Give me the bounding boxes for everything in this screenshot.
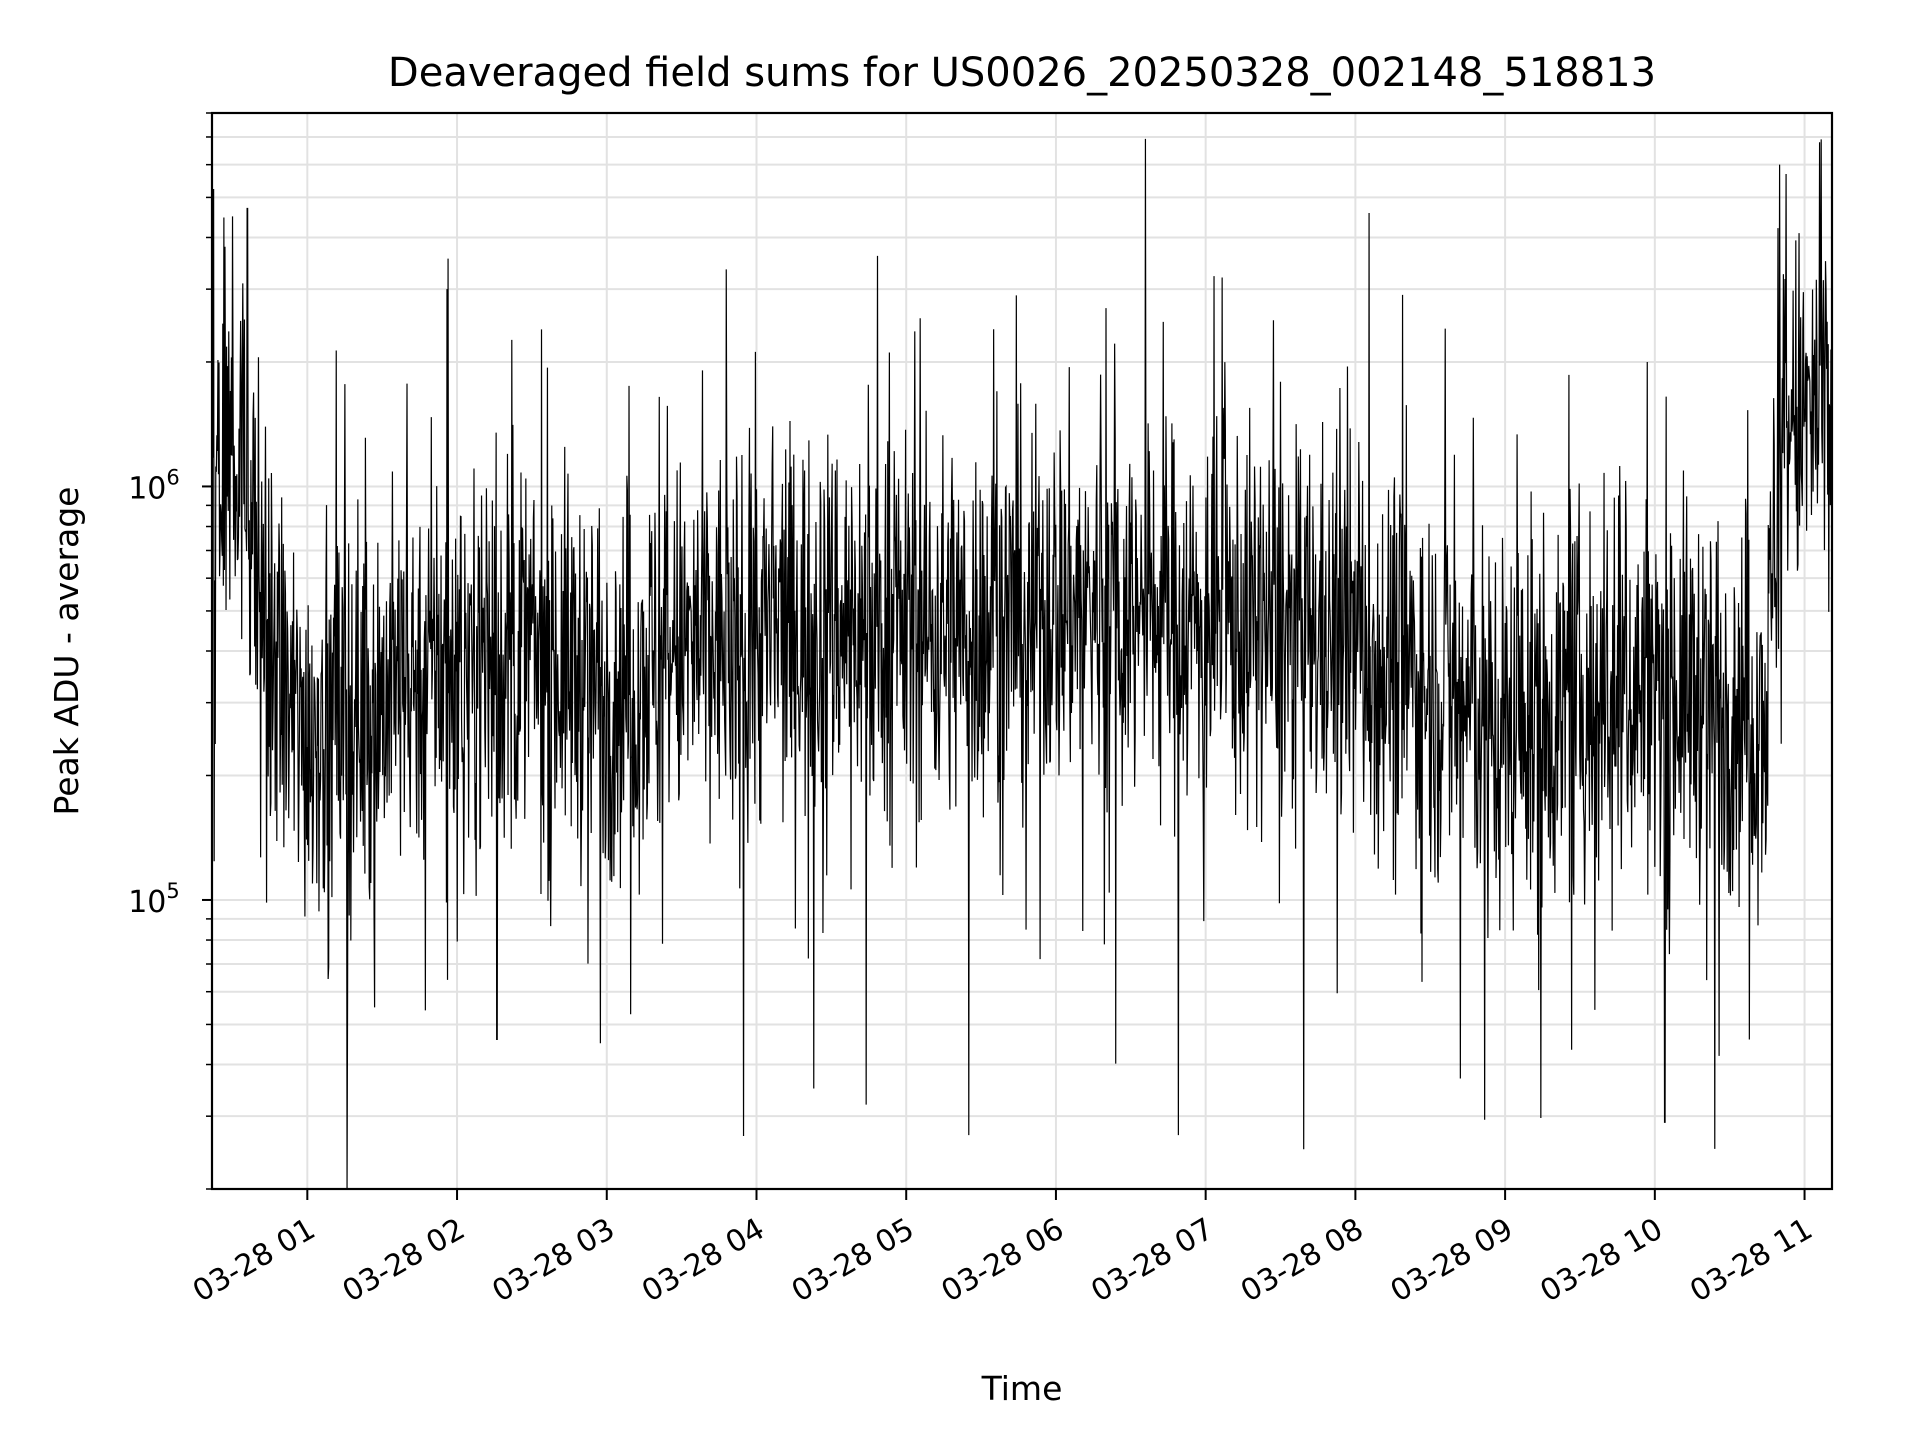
- series-path: [211, 138, 1833, 1190]
- y-tick-label: 105: [128, 879, 180, 920]
- chart-title: Deaveraged field sums for US0026_2025032…: [388, 50, 1656, 96]
- series-line: [211, 138, 1833, 1190]
- y-tick-label: 106: [128, 465, 180, 506]
- y-axis-label: Peak ADU - average: [47, 487, 86, 816]
- x-axis-label: Time: [981, 1369, 1063, 1408]
